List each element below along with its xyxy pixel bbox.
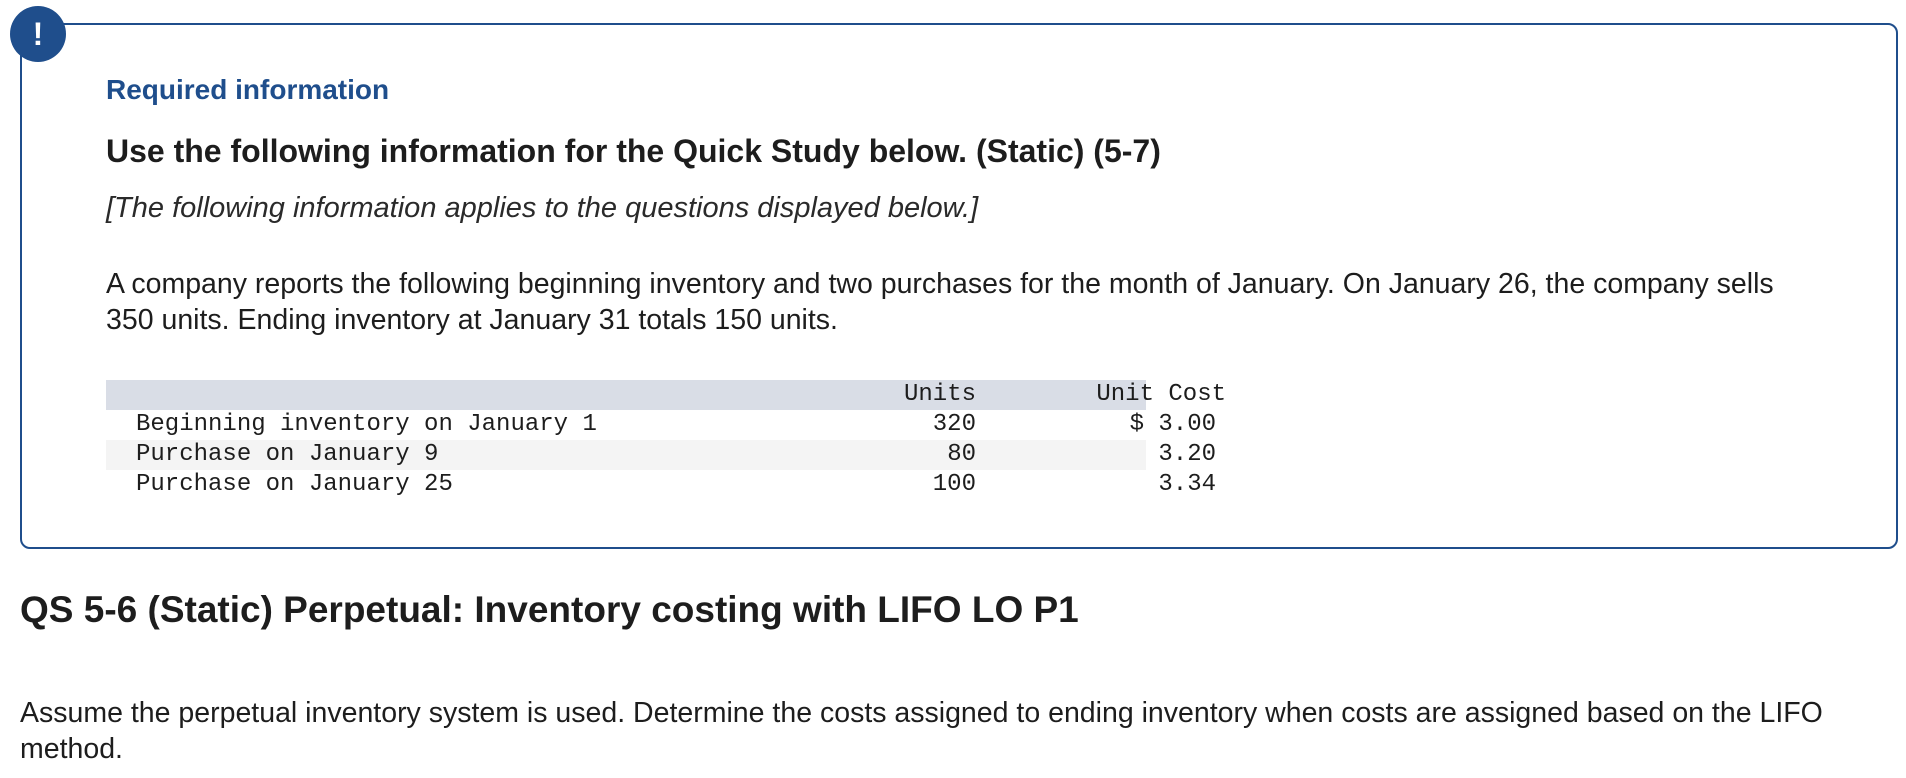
applies-note: [The following information applies to th… [106, 192, 979, 224]
row-label: Purchase on January 9 [136, 441, 439, 468]
row-unit-cost: 3.34 [1158, 471, 1216, 498]
header-units: Units [903, 381, 976, 408]
required-information-label: Required information [106, 74, 390, 105]
row-units: 100 [932, 471, 976, 498]
row-units: 80 [947, 441, 976, 468]
question-prompt: Assume the perpetual inventory system is… [20, 697, 1823, 765]
row-label: Beginning inventory on January 1 [136, 411, 597, 438]
row-unit-cost: 3.20 [1158, 441, 1216, 468]
row-unit-cost: $ 3.00 [1129, 411, 1216, 438]
table-row: Purchase on January 9 80 3.20 [106, 440, 1216, 470]
intro-paragraph: A company reports the following beginnin… [106, 268, 1774, 336]
row-units: 320 [932, 411, 976, 438]
quick-study-heading: Use the following information for the Qu… [106, 133, 1161, 169]
inventory-table: Units Unit Cost Beginning inventory on J… [106, 380, 1226, 500]
row-label: Purchase on January 25 [136, 471, 453, 498]
table-row: Purchase on January 25 100 3.34 [106, 470, 1216, 500]
question-title: QS 5-6 (Static) Perpetual: Inventory cos… [20, 589, 1079, 630]
table-header-row: Units Unit Cost [106, 380, 1226, 410]
header-unit-cost: Unit Cost [1096, 381, 1226, 408]
exclamation-icon: ! [10, 6, 66, 62]
table-row: Beginning inventory on January 1 320 $ 3… [106, 410, 1216, 440]
